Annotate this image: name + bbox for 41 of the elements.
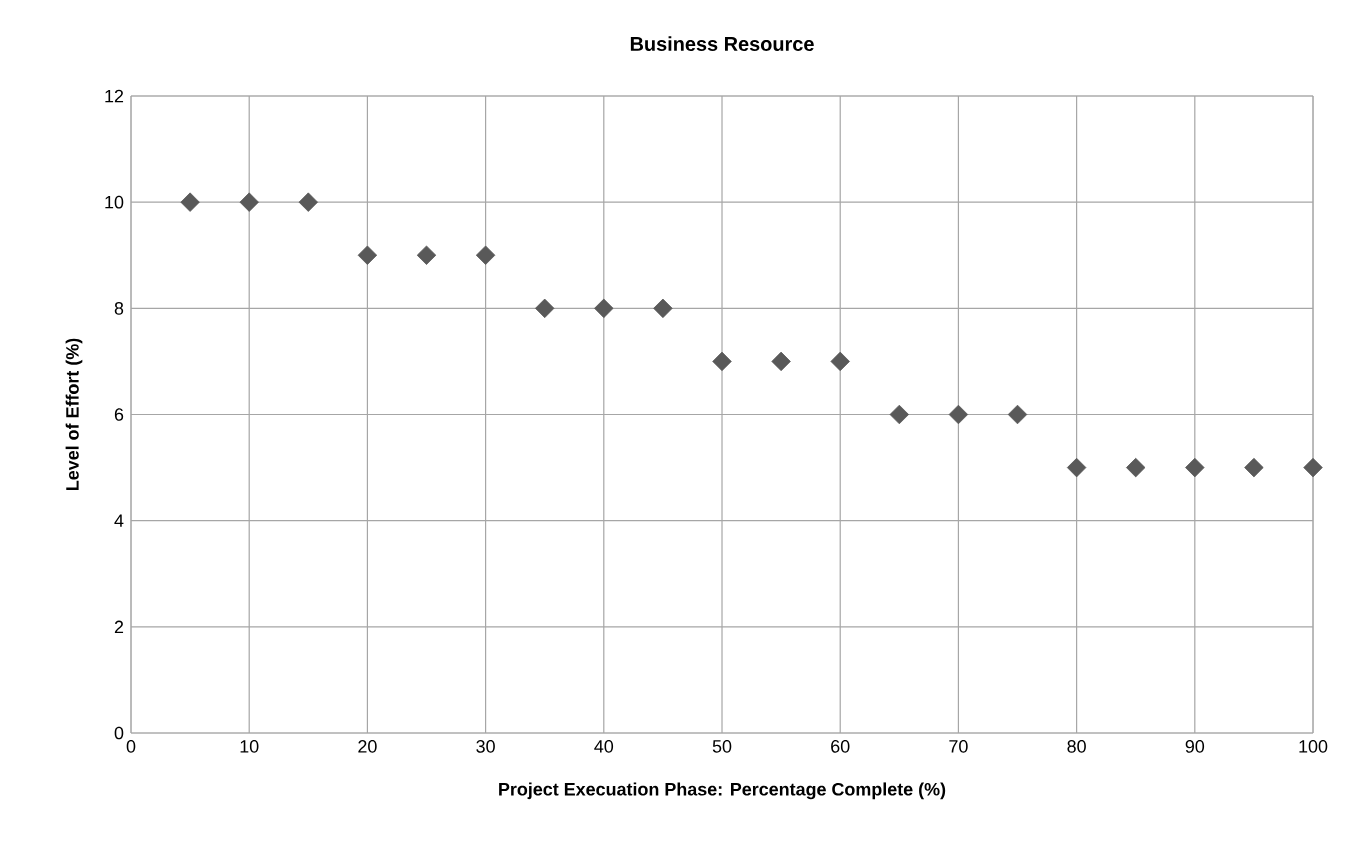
x-tick-label: 10 [240, 740, 259, 753]
y-axis-title: Level of Effort (%) [65, 338, 83, 491]
y-tick-label: 8 [114, 301, 124, 315]
x-tick-label: 90 [1185, 740, 1205, 753]
y-tick-label: 4 [114, 514, 124, 527]
point [1303, 457, 1323, 478]
chart-title: Business Resource [630, 36, 814, 51]
point [239, 192, 259, 212]
x-tick-label: 70 [949, 740, 968, 753]
point [1066, 457, 1087, 478]
point [712, 351, 732, 372]
point [1007, 404, 1028, 425]
point [475, 245, 496, 265]
point [1126, 457, 1146, 478]
y-tick-label: 0 [114, 726, 124, 740]
y-tick-label: 2 [114, 620, 124, 634]
point [948, 404, 969, 425]
point [653, 298, 673, 319]
point [889, 404, 910, 425]
y-tick-label: 10 [105, 195, 124, 209]
y-tick-label: 12 [105, 89, 124, 103]
point [180, 192, 200, 212]
point [357, 245, 378, 265]
point [1185, 457, 1205, 478]
point [771, 351, 791, 372]
point [535, 298, 555, 319]
point [594, 298, 614, 319]
point [1244, 457, 1264, 478]
x-tick-label: 50 [712, 740, 732, 753]
x-axis-title: Project Execuation Phase: Percentage Complete (%) [499, 782, 946, 800]
point [298, 192, 318, 212]
point [830, 351, 850, 372]
x-tick-label: 80 [1067, 740, 1086, 753]
x-tick-label: 40 [594, 740, 614, 753]
x-tick-label: 100 [1299, 740, 1328, 753]
x-tick-label: 20 [358, 740, 377, 753]
x-tick-label: 30 [476, 740, 495, 753]
x-tick-label: 60 [831, 740, 850, 753]
point [416, 245, 437, 265]
y-tick-label: 6 [114, 408, 124, 421]
x-tick-label: 0 [126, 740, 136, 753]
